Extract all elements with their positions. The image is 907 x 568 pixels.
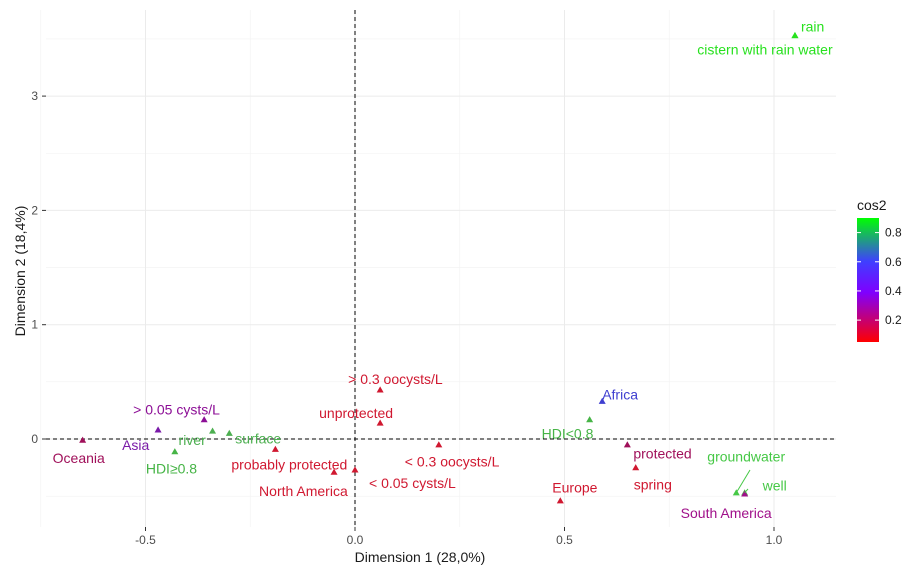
point-label: protected — [633, 446, 691, 462]
point-markers — [79, 32, 799, 504]
point-marker — [171, 448, 179, 455]
point-label: surface — [235, 430, 281, 446]
point-marker — [209, 427, 217, 434]
point-marker — [586, 416, 594, 423]
reference-lines — [46, 10, 836, 527]
legend-tick-label: 0.8 — [885, 226, 902, 240]
point-marker — [632, 464, 640, 471]
point-label: unprotected — [319, 405, 393, 421]
point-marker — [200, 416, 208, 423]
point-marker — [376, 386, 384, 393]
point-marker — [154, 426, 162, 433]
point-label: > 0.05 cysts/L — [133, 402, 220, 418]
legend-tick-label: 0.2 — [885, 313, 902, 327]
point-label: HDI<0.8 — [542, 426, 594, 442]
legend-ticks: 0.2 0.4 0.6 0.8 — [857, 226, 902, 327]
y-tick-label: 0 — [31, 432, 38, 446]
point-label: > 0.3 oocysts/L — [348, 371, 443, 387]
point-marker — [225, 429, 233, 436]
point-label: HDI≥0.8 — [146, 461, 197, 477]
point-label: cistern with rain water — [697, 42, 833, 58]
point-marker — [351, 466, 359, 473]
legend-title: cos2 — [857, 197, 887, 213]
y-tick-label: 3 — [31, 89, 38, 103]
point-marker — [79, 436, 87, 443]
point-label: river — [179, 432, 207, 448]
leader-line — [744, 488, 749, 494]
label-leader-lines — [735, 469, 751, 494]
point-marker — [623, 441, 631, 448]
point-label: spring — [634, 477, 672, 493]
point-labels: rain cistern with rain water Africa HDI<0.8… — [53, 19, 833, 521]
point-marker — [376, 419, 384, 426]
legend-tick-label: 0.6 — [885, 255, 902, 269]
x-tick-label: -0.5 — [135, 533, 156, 547]
x-axis-title: Dimension 1 (28,0%) — [355, 549, 486, 565]
point-marker — [435, 441, 443, 448]
point-marker — [598, 397, 606, 404]
point-label: Europe — [552, 480, 597, 496]
point-marker — [791, 32, 799, 39]
x-axis-ticks: -0.5 0.0 0.5 1.0 — [135, 527, 783, 547]
legend-tick-label: 0.4 — [885, 284, 902, 298]
y-tick-label: 2 — [31, 203, 38, 217]
point-label: rain — [801, 19, 824, 35]
point-label: Asia — [122, 437, 149, 453]
y-tick-label: 1 — [31, 318, 38, 332]
x-tick-label: 0.5 — [556, 533, 573, 547]
x-tick-label: 0.0 — [347, 533, 364, 547]
y-axis-ticks: 0 1 2 3 — [31, 89, 46, 446]
legend-colorbar — [857, 218, 879, 342]
point-marker — [556, 497, 564, 504]
point-label: probably protected — [231, 456, 347, 472]
point-marker — [330, 468, 338, 475]
leader-line — [735, 469, 751, 493]
point-label: well — [762, 478, 787, 494]
point-label: < 0.05 cysts/L — [369, 475, 456, 491]
point-label: Africa — [602, 386, 638, 402]
x-tick-label: 1.0 — [766, 533, 783, 547]
cos2-legend: cos2 0.2 0.4 0.6 0.8 — [857, 197, 902, 342]
point-label: groundwater — [707, 449, 785, 465]
y-axis-title: Dimension 2 (18,4%) — [12, 206, 28, 337]
point-label: < 0.3 oocysts/L — [405, 454, 500, 470]
point-marker — [271, 445, 279, 452]
point-marker — [741, 490, 749, 497]
point-label: Oceania — [53, 450, 105, 466]
point-label: South America — [681, 505, 772, 521]
point-label: North America — [259, 483, 348, 499]
